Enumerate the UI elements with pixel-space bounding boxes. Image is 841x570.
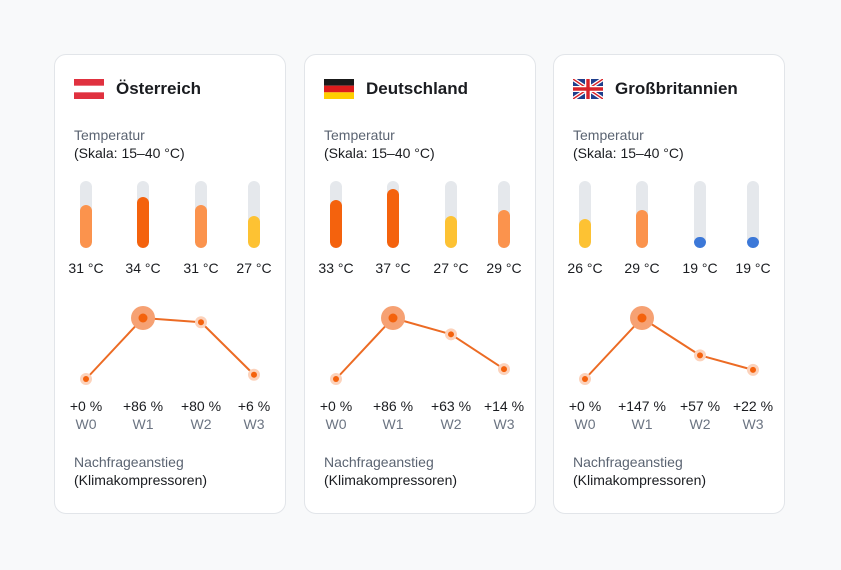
week-tick-label: W0 <box>574 416 596 432</box>
week-tick-label: W2 <box>440 416 462 432</box>
week-tick-label: W2 <box>689 416 711 432</box>
temperature-value: 19 °C <box>735 260 771 276</box>
demand-value-label: +6 % <box>237 398 271 414</box>
temperature-bar-fill <box>80 205 92 248</box>
demand-point <box>582 376 588 382</box>
demand-sublabel: (Klimakompressoren) <box>74 472 208 488</box>
week-tick-label: W0 <box>325 416 347 432</box>
temperature-bar <box>498 181 510 248</box>
demand-point <box>251 371 257 378</box>
demand-sublabel: (Klimakompressoren) <box>324 472 458 488</box>
demand-value-label: +147 % <box>618 398 666 414</box>
temperature-bar-fill <box>445 216 457 248</box>
demand-point <box>501 366 507 373</box>
week-tick-label: W1 <box>631 416 653 432</box>
country-card: Österreich Temperatur (Skala: 15–40 °C) 31 … <box>54 54 286 514</box>
week-tick-label: W0 <box>75 416 97 432</box>
temperature-bar <box>387 181 399 248</box>
week-tick-label: W3 <box>243 416 265 432</box>
temperature-label: Temperatur <box>573 127 644 143</box>
demand-line-chart <box>330 306 510 385</box>
country-card: Deutschland Temperatur (Skala: 15–40 °C) 33… <box>304 54 536 514</box>
temperature-bar <box>195 181 207 248</box>
temperature-bar <box>80 181 92 248</box>
germany-flag-icon <box>324 79 354 99</box>
demand-value-label: +86 % <box>122 398 164 414</box>
week-tick-label: W2 <box>190 416 212 432</box>
demand-value-label: +0 % <box>568 398 602 414</box>
demand-point <box>138 313 148 323</box>
week-tick-label: W3 <box>493 416 515 432</box>
demand-point <box>697 352 703 359</box>
temperature-bar-fill <box>195 205 207 248</box>
temperature-bar-fill <box>579 219 591 248</box>
demand-point <box>388 313 398 323</box>
temperature-value: 19 °C <box>682 260 718 276</box>
temperature-scale: (Skala: 15–40 °C) <box>324 145 435 161</box>
temperature-bar <box>330 181 342 248</box>
demand-point <box>333 376 339 382</box>
demand-point <box>83 376 89 382</box>
temperature-bar-fill <box>498 210 510 248</box>
demand-series-line <box>335 317 505 380</box>
demand-label: Nachfrageanstieg <box>573 454 683 470</box>
demand-value-label: +0 % <box>319 398 353 414</box>
temperature-value: 29 °C <box>624 260 660 276</box>
demand-label: Nachfrageanstieg <box>324 454 434 470</box>
temperature-bar-fill <box>694 237 706 248</box>
demand-value-label: +0 % <box>69 398 103 414</box>
demand-label: Nachfrageanstieg <box>74 454 184 470</box>
temperature-scale: (Skala: 15–40 °C) <box>74 145 185 161</box>
temperature-bar <box>694 181 706 248</box>
demand-value-label: +14 % <box>483 398 525 414</box>
temperature-value: 29 °C <box>486 260 522 276</box>
temperature-value: 31 °C <box>183 260 219 276</box>
demand-line-chart <box>579 306 759 385</box>
week-tick-label: W1 <box>132 416 154 432</box>
temperature-bar-fill <box>747 237 759 248</box>
demand-series-line <box>85 317 255 380</box>
demand-sublabel: (Klimakompressoren) <box>573 472 707 488</box>
demand-line-chart <box>80 306 260 385</box>
austria-flag-icon <box>74 79 104 99</box>
demand-series-line <box>584 317 754 380</box>
temperature-bar <box>137 181 149 248</box>
temperature-label: Temperatur <box>324 127 395 143</box>
temperature-bar-fill <box>248 216 260 248</box>
country-name: Großbritannien <box>615 79 738 98</box>
week-tick-label: W3 <box>742 416 764 432</box>
demand-value-label: +57 % <box>679 398 721 414</box>
temperature-bar-fill <box>137 197 149 248</box>
temperature-value: 26 °C <box>567 260 603 276</box>
temperature-bar <box>248 181 260 248</box>
temperature-bar <box>445 181 457 248</box>
temperature-value: 31 °C <box>68 260 104 276</box>
temperature-bar-fill <box>387 189 399 248</box>
demand-value-label: +63 % <box>430 398 472 414</box>
country-name: Deutschland <box>366 79 469 98</box>
demand-value-label: +80 % <box>180 398 222 414</box>
temperature-bar <box>636 181 648 248</box>
temperature-value: 27 °C <box>236 260 272 276</box>
temperature-label: Temperatur <box>74 127 145 143</box>
temperature-value: 33 °C <box>318 260 354 276</box>
week-tick-label: W1 <box>382 416 404 432</box>
demand-point <box>750 366 756 373</box>
temperature-bar <box>747 181 759 248</box>
demand-value-label: +86 % <box>372 398 414 414</box>
country-card: Großbritannien Temperatur (Skala: 15–40 °C… <box>553 54 785 514</box>
temperature-value: 34 °C <box>125 260 161 276</box>
temperature-value: 37 °C <box>375 260 411 276</box>
temperature-value: 27 °C <box>433 260 469 276</box>
demand-value-label: +22 % <box>732 398 774 414</box>
temperature-bar-fill <box>330 200 342 248</box>
temperature-bar <box>579 181 591 248</box>
uk-flag-icon <box>573 79 603 99</box>
temperature-bar-fill <box>636 210 648 248</box>
temperature-scale: (Skala: 15–40 °C) <box>573 145 684 161</box>
demand-point <box>448 331 454 338</box>
demand-point <box>637 313 647 323</box>
country-name: Österreich <box>116 79 202 98</box>
demand-point <box>198 319 204 326</box>
